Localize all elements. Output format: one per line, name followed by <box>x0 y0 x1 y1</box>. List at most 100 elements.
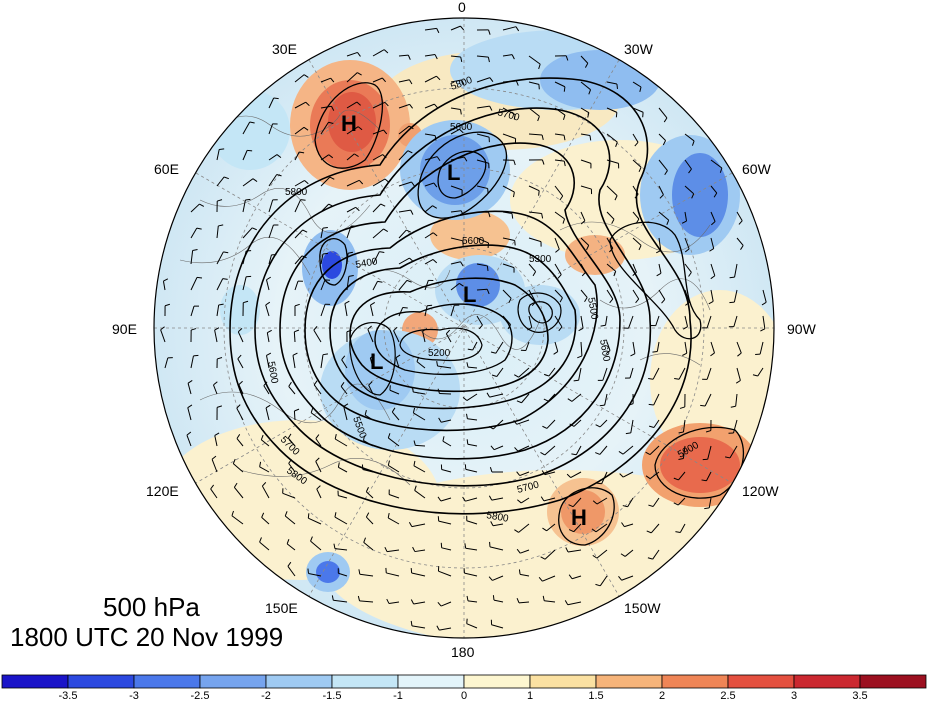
lon-label-150w: 150W <box>624 600 661 616</box>
colorbar-bin <box>397 674 465 689</box>
wind-barb-flag <box>540 496 545 502</box>
wind-barb <box>263 385 270 395</box>
wind-barb <box>334 516 348 525</box>
wind-barb <box>398 307 404 317</box>
wind-barb <box>580 211 586 221</box>
wind-barb-flag <box>592 500 598 505</box>
wind-barb <box>658 185 664 196</box>
wind-barb <box>567 549 582 553</box>
wind-barb <box>710 159 723 169</box>
wind-barb <box>710 289 714 302</box>
wind-barb <box>398 181 412 187</box>
wind-barb <box>649 471 660 480</box>
wind-barb-flag <box>656 250 661 254</box>
wind-barb <box>214 435 218 447</box>
wind-barb-flag <box>609 298 614 304</box>
wind-barb <box>413 601 426 605</box>
wind-barb <box>266 279 270 291</box>
wind-barb <box>632 289 640 300</box>
wind-barb <box>706 315 712 328</box>
wind-barb <box>414 490 426 499</box>
wind-barb <box>489 546 504 551</box>
wind-barb-flag <box>709 248 714 252</box>
wind-barb <box>650 523 660 534</box>
wind-barb <box>424 232 434 239</box>
wind-barb <box>320 105 332 109</box>
wind-barb <box>623 471 634 478</box>
wind-barb-flag <box>729 276 735 279</box>
wind-barb <box>658 289 666 300</box>
wind-barb <box>287 437 296 447</box>
wind-barb <box>554 185 564 197</box>
wind-barb-flag <box>511 54 515 60</box>
wind-barb <box>467 600 478 603</box>
wind-barb <box>287 565 296 577</box>
wind-barb-flag <box>514 240 516 246</box>
wind-barb <box>439 627 452 631</box>
wind-barb <box>310 540 322 551</box>
wind-barb <box>622 445 634 455</box>
wind-barb <box>502 133 516 139</box>
wind-barb-flag <box>436 361 439 367</box>
wind-barb <box>580 185 592 190</box>
wind-barb <box>308 572 322 577</box>
wind-barb <box>413 465 426 473</box>
wind-barb <box>735 393 738 407</box>
wind-barb <box>658 107 668 119</box>
wind-barb-flag <box>286 538 290 545</box>
wind-barb-flag <box>294 408 300 412</box>
wind-barb <box>465 468 478 473</box>
wind-barb <box>393 330 400 343</box>
wind-barb-flag <box>287 433 292 439</box>
wind-barb <box>605 315 608 326</box>
wind-barb-flag <box>266 352 272 356</box>
wind-barb <box>372 251 380 265</box>
wind-barb-flag <box>328 203 334 207</box>
wind-barb-flag <box>513 420 518 425</box>
wind-barb <box>242 227 253 239</box>
wind-barb <box>242 276 247 291</box>
wind-barb-flag <box>294 329 300 333</box>
wind-barb-flag <box>362 435 366 441</box>
wind-barb-flag <box>163 278 169 282</box>
wind-barb <box>450 210 462 213</box>
wind-barb-flag <box>249 121 255 124</box>
wind-barb-flag <box>573 379 579 382</box>
wind-barb <box>372 49 385 57</box>
wind-barb <box>422 331 426 343</box>
wind-barb <box>544 445 556 456</box>
contour-label: 5600 <box>597 339 612 363</box>
wind-barb <box>684 341 688 354</box>
wind-barb <box>502 107 516 116</box>
wind-barb <box>372 154 383 161</box>
wind-barb-flag <box>284 511 288 517</box>
wind-barb-flag <box>196 276 203 279</box>
wind-barb-flag <box>343 403 349 407</box>
wind-barb <box>544 549 556 560</box>
wind-barb-flag <box>563 86 566 92</box>
colorbar-tick-label: 2 <box>659 690 665 702</box>
wind-barb-flag <box>259 461 262 467</box>
wind-barb <box>629 367 634 379</box>
wind-barb-flag <box>460 261 464 267</box>
wind-barb-flag <box>466 413 468 419</box>
wind-barb <box>653 393 660 406</box>
wind-barb <box>476 315 483 326</box>
wind-barb-flag <box>379 251 385 253</box>
wind-barb <box>658 159 668 171</box>
wind-barb <box>493 445 504 451</box>
wind-barb-flag <box>384 178 390 183</box>
wind-barb <box>190 306 195 317</box>
wind-barb-flag <box>648 377 654 380</box>
wind-barb <box>736 367 741 381</box>
wind-barb <box>398 209 411 213</box>
wind-barb-flag <box>436 75 441 81</box>
wind-barb <box>413 391 426 395</box>
wind-barb <box>554 159 565 162</box>
wind-barb <box>346 206 356 213</box>
wind-barb <box>624 549 634 557</box>
wind-barb-flag <box>164 303 171 307</box>
wind-barb <box>710 185 718 194</box>
wind-barb <box>580 315 584 329</box>
wind-barb <box>334 438 348 447</box>
